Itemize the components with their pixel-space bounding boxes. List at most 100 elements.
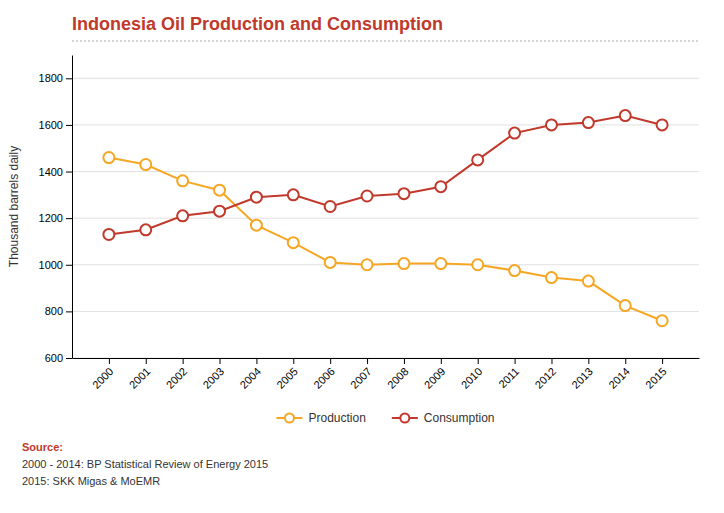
point	[214, 206, 225, 217]
x-tick-mark	[551, 358, 552, 364]
point	[657, 119, 668, 130]
x-tick: 2007	[348, 358, 374, 391]
x-tick-mark	[441, 358, 442, 364]
line	[109, 158, 662, 321]
point	[140, 159, 151, 170]
point	[472, 154, 483, 165]
y-tick: 600	[45, 352, 72, 364]
legend-item: Consumption	[392, 411, 495, 425]
x-tick-label: 2010	[459, 365, 485, 391]
x-tick: 2015	[643, 358, 669, 391]
x-tick-label: 2011	[496, 365, 521, 390]
point	[509, 128, 520, 139]
point	[398, 188, 409, 199]
x-tick-mark	[293, 358, 294, 364]
x-tick-label: 2000	[90, 365, 116, 391]
x-tick-label: 2007	[348, 365, 374, 391]
point	[214, 185, 225, 196]
y-tick-label: 1800	[39, 72, 63, 84]
grid-line	[72, 311, 699, 312]
point	[546, 119, 557, 130]
legend-marker	[400, 414, 409, 423]
x-tick: 2002	[164, 358, 190, 391]
x-tick-mark	[478, 358, 479, 364]
chart: Indonesia Oil Production and Consumption…	[0, 0, 724, 513]
x-tick: 2003	[200, 358, 226, 391]
y-tick-mark	[66, 358, 72, 359]
y-tick: 1800	[39, 72, 72, 84]
x-axis: 2000 2001 2002 2003 2004 2005 2006 2007 2008 2009…	[73, 358, 700, 391]
x-tick-mark	[183, 358, 184, 364]
y-tick-mark	[66, 311, 72, 312]
x-tick-label: 2001	[127, 365, 153, 391]
x-axis-line	[73, 358, 700, 359]
point	[509, 265, 520, 276]
x-tick-label: 2013	[569, 365, 595, 391]
grid-line	[72, 78, 699, 79]
y-tick: 1400	[39, 166, 72, 178]
x-tick-label: 2006	[311, 365, 337, 391]
legend-marker	[285, 414, 294, 423]
y-tick: 1600	[39, 119, 72, 131]
y-tick-mark	[66, 125, 72, 126]
x-tick-label: 2002	[164, 365, 190, 391]
x-tick-label: 2003	[200, 365, 226, 391]
x-tick-label: 2015	[643, 365, 669, 391]
x-tick-label: 2008	[385, 365, 411, 391]
x-tick: 2013	[569, 358, 595, 391]
grid-line	[72, 124, 699, 125]
y-axis: 60080010001200140016001800	[39, 56, 73, 365]
x-tick-mark	[256, 358, 257, 364]
x-tick-mark	[588, 358, 589, 364]
point	[362, 191, 373, 202]
x-tick-mark	[367, 358, 368, 364]
point	[288, 189, 299, 200]
y-tick-mark	[66, 265, 72, 266]
point	[288, 237, 299, 248]
y-tick-mark	[66, 78, 72, 79]
y-tick-label: 600	[45, 352, 63, 364]
y-tick: 800	[45, 305, 72, 317]
point	[583, 276, 594, 287]
x-tick-mark	[404, 358, 405, 364]
grid-line	[72, 358, 699, 359]
x-tick-label: 2014	[606, 365, 632, 391]
annotation: 2000 - 2014: BP Statistical Review of En…	[22, 458, 268, 470]
point	[583, 117, 594, 128]
x-tick: 2009	[422, 358, 448, 391]
x-tick-label: 2012	[532, 365, 558, 391]
point	[435, 258, 446, 269]
grid	[72, 78, 699, 358]
point	[546, 272, 557, 283]
point	[251, 192, 262, 203]
title-separator	[72, 41, 699, 42]
y-tick-label: 800	[45, 305, 63, 317]
x-tick: 2012	[532, 358, 558, 391]
x-tick-mark	[220, 358, 221, 364]
annotation: 2015: SKK Migas & MoEMR	[22, 475, 160, 487]
legend: Production Consumption	[276, 411, 494, 425]
title: Indonesia Oil Production and Consumption	[72, 14, 443, 34]
x-tick: 2005	[274, 358, 300, 391]
point	[620, 300, 631, 311]
x-tick-label: 2004	[237, 365, 263, 391]
point	[177, 210, 188, 221]
plot-area	[103, 110, 667, 326]
point	[657, 315, 668, 326]
y-tick-label: 1600	[39, 119, 63, 131]
x-tick-mark	[109, 358, 110, 364]
legend-item: Production	[276, 411, 365, 425]
x-tick-mark	[146, 358, 147, 364]
y-axis-label: Thousand barrels daily	[7, 146, 21, 267]
point	[140, 224, 151, 235]
point	[177, 175, 188, 186]
x-tick: 2004	[237, 358, 263, 391]
y-tick: 1200	[39, 212, 72, 224]
series	[103, 110, 667, 240]
grid-line	[72, 218, 699, 219]
point	[325, 257, 336, 268]
point	[362, 259, 373, 270]
point	[472, 259, 483, 270]
point	[435, 181, 446, 192]
x-tick: 2008	[385, 358, 411, 391]
